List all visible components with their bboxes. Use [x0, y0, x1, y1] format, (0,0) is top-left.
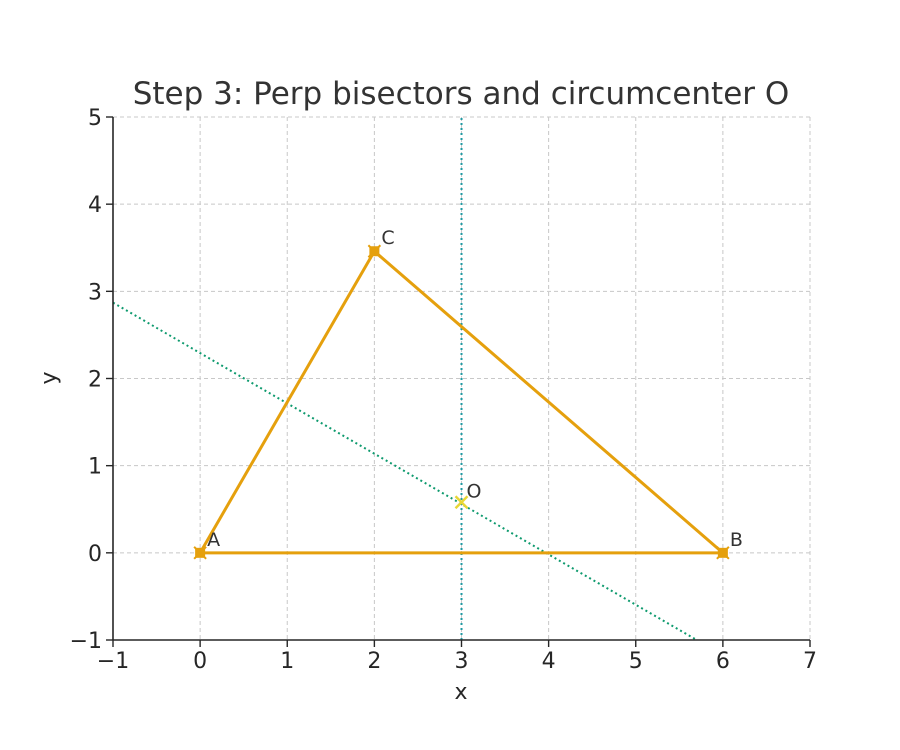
- chart-title: Step 3: Perp bisectors and circumcenter …: [133, 76, 790, 112]
- y-tick-label: 0: [88, 542, 102, 567]
- x-tick-label: 4: [542, 649, 556, 674]
- x-tick-label: 7: [803, 649, 817, 674]
- points: A B C O: [193, 227, 743, 560]
- y-axis-label: y: [37, 371, 62, 384]
- x-tick-label: 6: [716, 649, 730, 674]
- x-axis-label: x: [454, 680, 467, 705]
- y-tick-label: 2: [88, 368, 102, 393]
- x-tick-label: −1: [97, 649, 129, 674]
- x-tick-label: 0: [193, 649, 207, 674]
- vertex-label-c: C: [381, 227, 394, 249]
- vertex-label-b: B: [730, 529, 743, 551]
- axes: −1 0 1 2 3 4 5 6 7 −1 0 1 2 3 4 5: [70, 106, 817, 674]
- x-tick-label: 3: [455, 649, 469, 674]
- y-tick-label: −1: [70, 629, 102, 654]
- vertex-cross-c: [367, 244, 382, 258]
- y-tick-label: 3: [88, 280, 102, 305]
- bisectors: [113, 117, 698, 640]
- circumcenter-label: O: [467, 480, 482, 502]
- x-tick-label: 2: [367, 649, 381, 674]
- y-tick-label: 1: [88, 455, 102, 480]
- triangle-outline: [198, 249, 725, 555]
- bisector-line-1: [113, 301, 698, 640]
- vertex-cross-a: [193, 546, 207, 560]
- vertex-label-a: A: [207, 529, 220, 551]
- vertex-cross-b: [716, 546, 730, 560]
- circumcenter-marker: [454, 495, 469, 510]
- triangle: [198, 249, 725, 555]
- x-tick-label: 5: [629, 649, 643, 674]
- x-tick-label: 1: [280, 649, 294, 674]
- y-tick-label: 5: [88, 106, 102, 131]
- y-tick-label: 4: [88, 193, 102, 218]
